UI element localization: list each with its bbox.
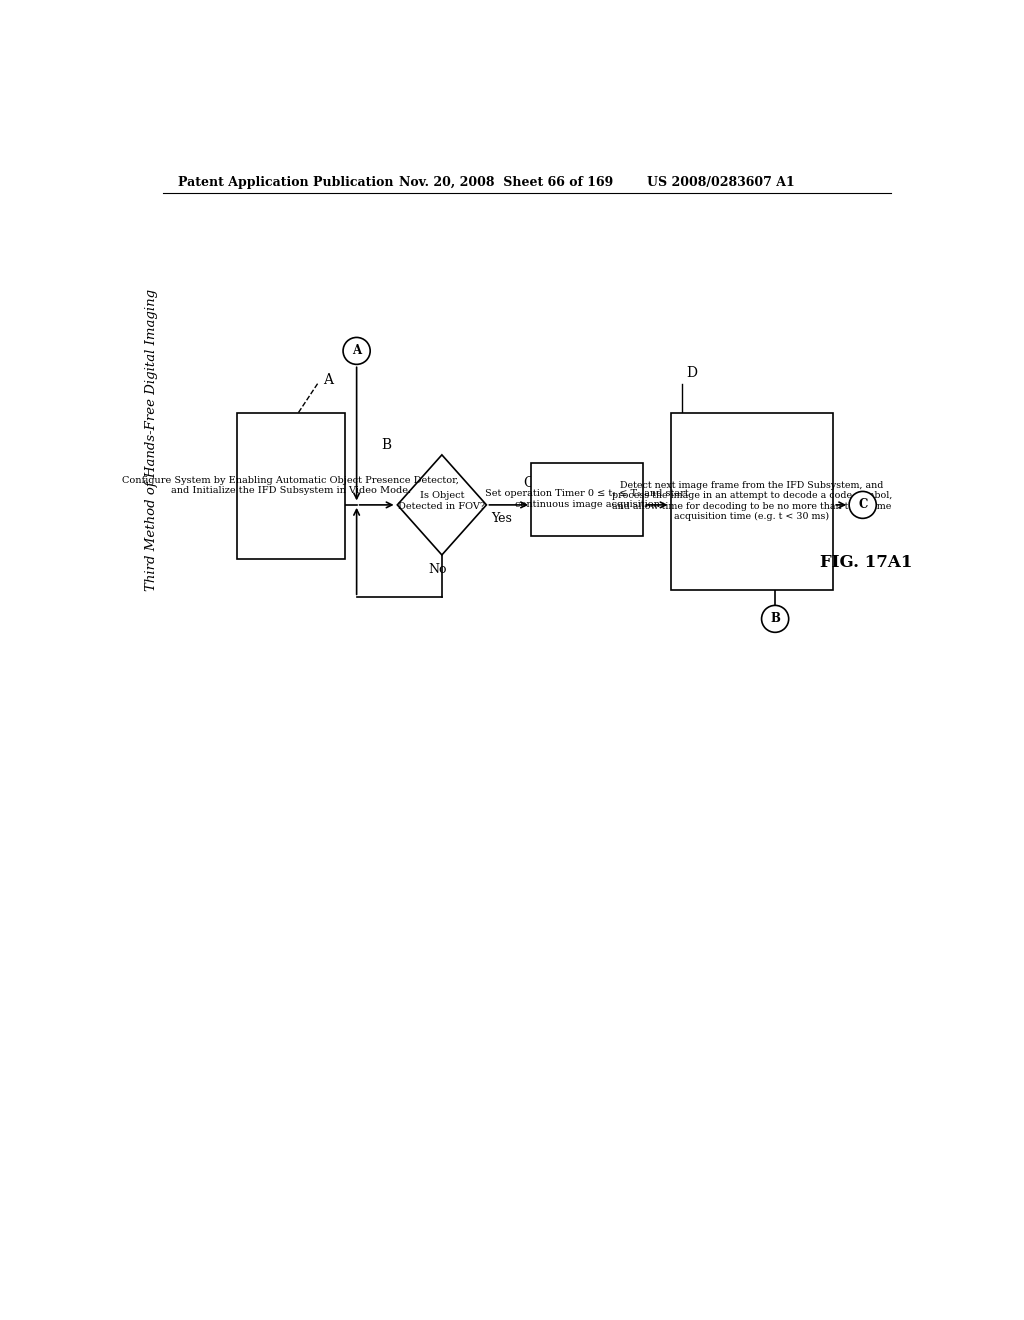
Text: Set operation Timer 0 ≤ t₁ ≤ T₁ and start
continuous image acquisition: Set operation Timer 0 ≤ t₁ ≤ T₁ and star… xyxy=(485,490,689,508)
Text: US 2008/0283607 A1: US 2008/0283607 A1 xyxy=(647,176,795,189)
Text: Nov. 20, 2008  Sheet 66 of 169: Nov. 20, 2008 Sheet 66 of 169 xyxy=(399,176,613,189)
Polygon shape xyxy=(397,455,486,554)
Text: D: D xyxy=(687,366,697,380)
Text: Yes: Yes xyxy=(492,512,512,525)
Circle shape xyxy=(849,491,877,519)
Bar xyxy=(531,462,643,536)
Text: Third Method of Hands-Free Digital Imaging: Third Method of Hands-Free Digital Imagi… xyxy=(144,288,158,590)
Circle shape xyxy=(343,338,371,364)
Text: B: B xyxy=(770,612,780,626)
Text: C: C xyxy=(523,477,535,490)
Text: B: B xyxy=(381,438,391,451)
Bar xyxy=(237,413,345,558)
Text: Is Object
Detected in FOV?: Is Object Detected in FOV? xyxy=(398,491,485,511)
Circle shape xyxy=(762,606,788,632)
Text: Configure System by Enabling Automatic Object Presence Detector,
and Initialize : Configure System by Enabling Automatic O… xyxy=(122,477,459,495)
Text: A: A xyxy=(352,345,361,358)
Text: A: A xyxy=(324,374,333,387)
Text: C: C xyxy=(858,499,867,511)
Text: FIG. 17A1: FIG. 17A1 xyxy=(820,554,912,572)
Bar xyxy=(671,413,834,590)
Text: No: No xyxy=(429,562,447,576)
Text: Detect next image frame from the IFD Subsystem, and
process the image in an atte: Detect next image frame from the IFD Sub… xyxy=(611,480,892,521)
Text: Patent Application Publication: Patent Application Publication xyxy=(178,176,394,189)
